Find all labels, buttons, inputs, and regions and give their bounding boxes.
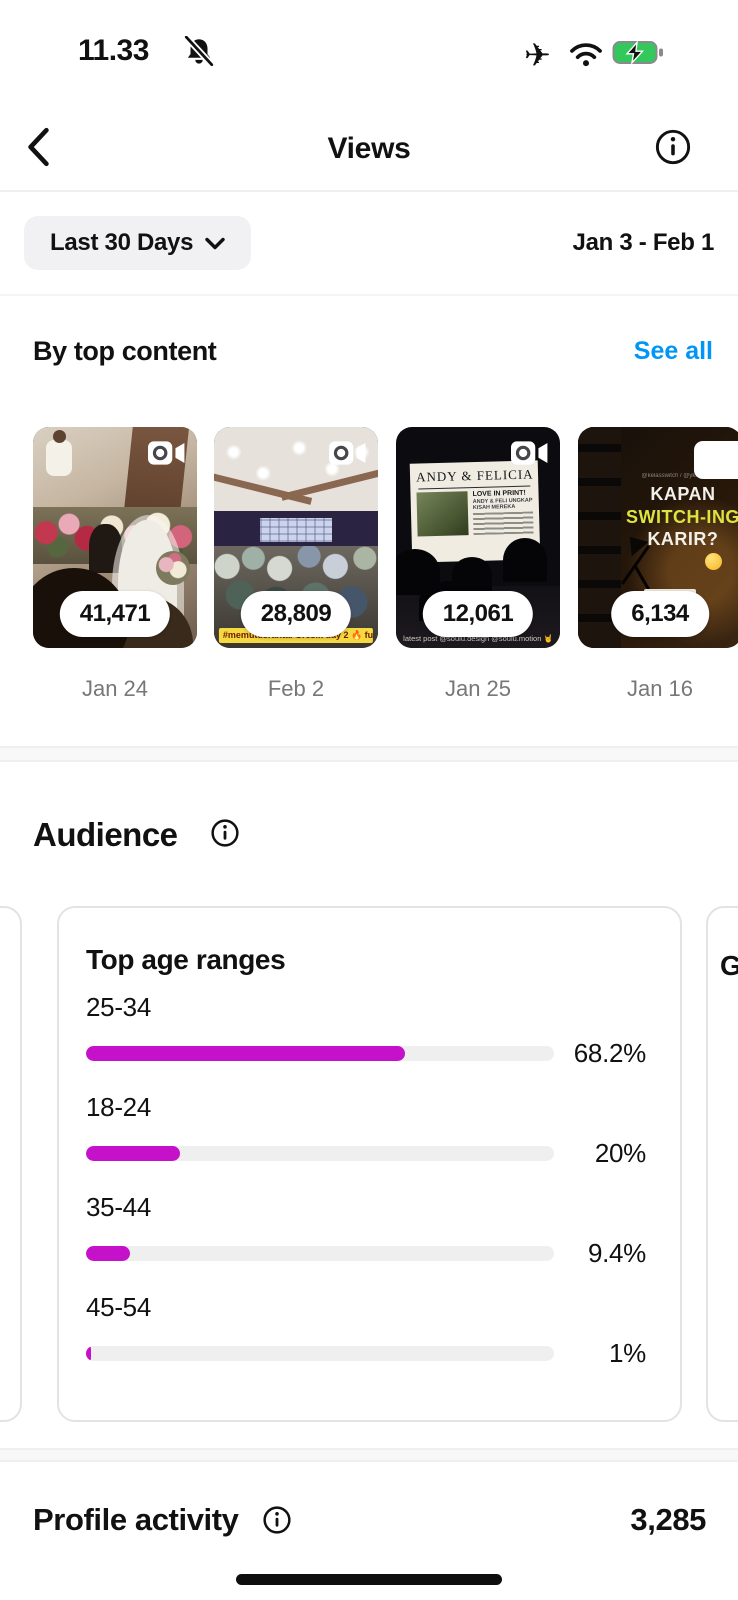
- top-content-item-2[interactable]: #memutusrantai Gresik day 2 🔥 full house…: [214, 427, 378, 648]
- info-icon[interactable]: [210, 818, 240, 848]
- age-range-bar-fill: [86, 1246, 130, 1261]
- views-count-pill: 6,134: [611, 591, 709, 637]
- video-icon: [511, 440, 549, 466]
- wifi-icon: [568, 40, 604, 67]
- page-title: Views: [327, 132, 411, 165]
- age-range-label: 45-54: [86, 1292, 151, 1322]
- date-range-dropdown-label: Last 30 Days: [50, 229, 194, 256]
- views-count-pill: 28,809: [240, 591, 352, 637]
- battery-charging-icon: [612, 40, 666, 66]
- top-content-item-1[interactable]: 41,471: [33, 427, 197, 648]
- top-content-item-4[interactable]: @kelasswitch / @ykmwta CTM KAPAN SWITCH-…: [578, 427, 738, 648]
- airplane-mode-icon: ✈: [524, 37, 551, 73]
- age-range-bar: [86, 1246, 554, 1261]
- date-range-text: Jan 3 - Feb 1: [572, 229, 715, 256]
- newspaper-title: ANDY & FELICIA: [415, 466, 534, 485]
- post-overlay-line: KARIR?: [647, 528, 719, 549]
- section-separator: [0, 746, 738, 762]
- thumbnail-date: Feb 2: [267, 676, 325, 701]
- thumbnail-art: [156, 550, 191, 585]
- thumbnail-art: [259, 517, 333, 542]
- home-indicator[interactable]: [236, 1574, 502, 1585]
- age-range-label: 18-24: [86, 1092, 151, 1122]
- post-handle-text: @kelasswitch / @ykmwta CTM: [641, 473, 725, 480]
- age-range-bar-fill: [86, 1146, 180, 1161]
- age-range-bar: [86, 1346, 554, 1361]
- thumbnail-date: Jan 16: [626, 676, 694, 701]
- age-range-bar: [86, 1146, 554, 1161]
- bottom-area: [0, 1541, 738, 1600]
- media-type-icon: [694, 441, 738, 479]
- views-count-pill: 12,061: [422, 591, 534, 637]
- audience-title: Audience: [33, 816, 178, 853]
- divider: [0, 294, 738, 296]
- card-title: Top age ranges: [86, 944, 286, 975]
- newspaper-subhead: ANDY & FELI UNGKAP KISAH MEREKA: [472, 497, 533, 512]
- top-content-item-3[interactable]: ANDY & FELICIA LOVE IN PRINT! ANDY & FEL…: [396, 427, 560, 648]
- video-icon: [148, 440, 186, 466]
- by-top-content-title: By top content: [33, 336, 217, 366]
- audience-card-next-peek[interactable]: G: [706, 906, 738, 1422]
- post-overlay-line: KAPAN: [650, 484, 716, 505]
- info-icon[interactable]: [654, 128, 692, 166]
- age-range-bar: [86, 1046, 554, 1061]
- back-button[interactable]: [18, 126, 62, 170]
- thumbnail-art: [46, 430, 73, 477]
- status-time: 11.33: [78, 34, 149, 67]
- divider: [0, 190, 738, 192]
- audience-card-previous-peek[interactable]: [0, 906, 22, 1422]
- section-separator: [0, 1448, 738, 1462]
- chevron-down-icon: [205, 237, 225, 249]
- age-range-bar-fill: [86, 1346, 91, 1361]
- age-range-percent: 1%: [609, 1338, 646, 1368]
- date-range-dropdown[interactable]: Last 30 Days: [24, 216, 252, 270]
- age-range-percent: 20%: [594, 1138, 646, 1168]
- thumbnail-art: [502, 537, 547, 582]
- see-all-link[interactable]: See all: [633, 337, 713, 365]
- age-range-percent: 68.2%: [573, 1038, 647, 1068]
- next-card-title-peek: G: [720, 950, 738, 981]
- thumbnail-caption: latest post @soulu.design @soulu.motion …: [403, 634, 553, 643]
- age-range-percent: 9.4%: [587, 1238, 646, 1268]
- thumbnail-art: [472, 511, 534, 536]
- thumbnail-art: [214, 427, 378, 511]
- age-range-bar-fill: [86, 1046, 406, 1061]
- thumbnail-date: Jan 24: [81, 676, 149, 701]
- profile-activity-title: Profile activity: [33, 1502, 239, 1537]
- views-count-pill: 41,471: [59, 591, 171, 637]
- top-age-ranges-card[interactable]: Top age ranges 25-34 68.2% 18-24 20% 35-…: [57, 906, 682, 1422]
- dizzy-emoji: [705, 552, 723, 570]
- thumbnail-art: [416, 491, 469, 537]
- profile-activity-value: 3,285: [630, 1502, 706, 1537]
- age-range-label: 35-44: [86, 1192, 151, 1222]
- video-icon: [329, 440, 367, 466]
- age-range-label: 25-34: [86, 992, 151, 1022]
- post-overlay-line: SWITCH-ING: [625, 506, 738, 527]
- thumbnail-art: [578, 427, 621, 648]
- thumbnail-date: Jan 25: [444, 676, 512, 701]
- info-icon[interactable]: [262, 1505, 292, 1535]
- notifications-off-icon: [182, 36, 216, 70]
